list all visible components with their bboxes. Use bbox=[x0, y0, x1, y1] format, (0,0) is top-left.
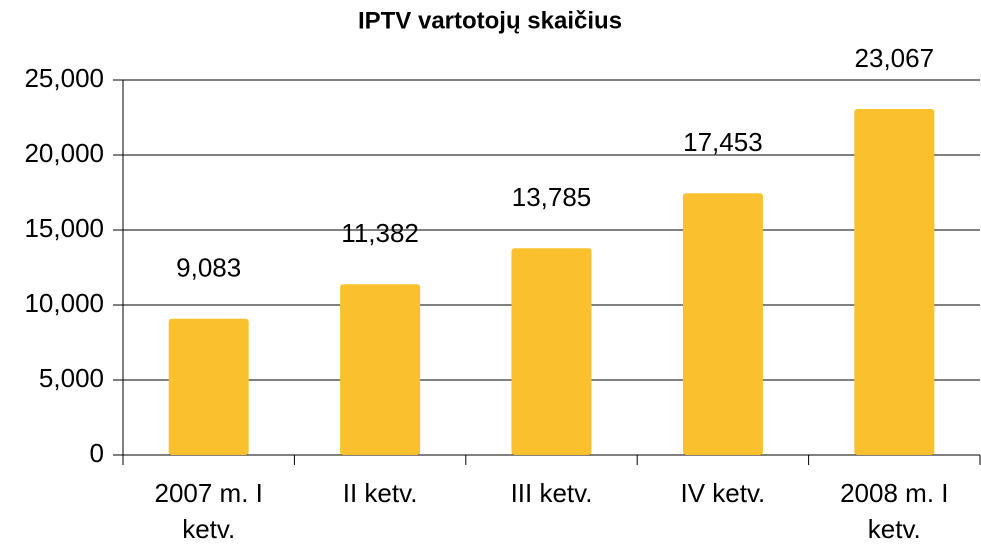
y-tick-label: 10,000 bbox=[24, 288, 104, 318]
x-tick-label-box: III ketv. bbox=[510, 478, 593, 508]
bar bbox=[682, 193, 763, 455]
data-label: 17,453 bbox=[683, 127, 763, 157]
data-label: 23,067 bbox=[855, 43, 935, 73]
y-tick-label: 0 bbox=[90, 438, 104, 468]
x-tick-label: 2008 m. I ketv. bbox=[840, 478, 949, 544]
x-tick-label: III ketv. bbox=[510, 478, 593, 508]
bar bbox=[168, 318, 249, 455]
y-tick-label: 20,000 bbox=[24, 138, 104, 168]
y-tick-label: 25,000 bbox=[24, 63, 104, 93]
x-tick-label-box: II ketv. bbox=[342, 478, 418, 508]
data-label: 9,083 bbox=[176, 253, 241, 283]
x-tick-label-box: 2007 m. I ketv. bbox=[154, 478, 263, 544]
y-tick-label: 15,000 bbox=[24, 213, 104, 243]
bar bbox=[340, 284, 421, 455]
x-tick-label: II ketv. bbox=[342, 478, 418, 508]
data-label: 11,382 bbox=[341, 218, 419, 248]
bar bbox=[511, 248, 592, 455]
x-tick-label: 2007 m. I ketv. bbox=[154, 478, 263, 544]
chart-title: IPTV vartotojų skaičius bbox=[358, 7, 622, 34]
x-tick-label-box: IV ketv. bbox=[680, 478, 766, 508]
bar bbox=[854, 108, 935, 456]
x-tick-label-box: 2008 m. I ketv. bbox=[840, 478, 949, 544]
x-tick-label: IV ketv. bbox=[680, 478, 766, 508]
data-label: 13,785 bbox=[512, 182, 592, 212]
y-tick-label: 5,000 bbox=[39, 363, 104, 393]
